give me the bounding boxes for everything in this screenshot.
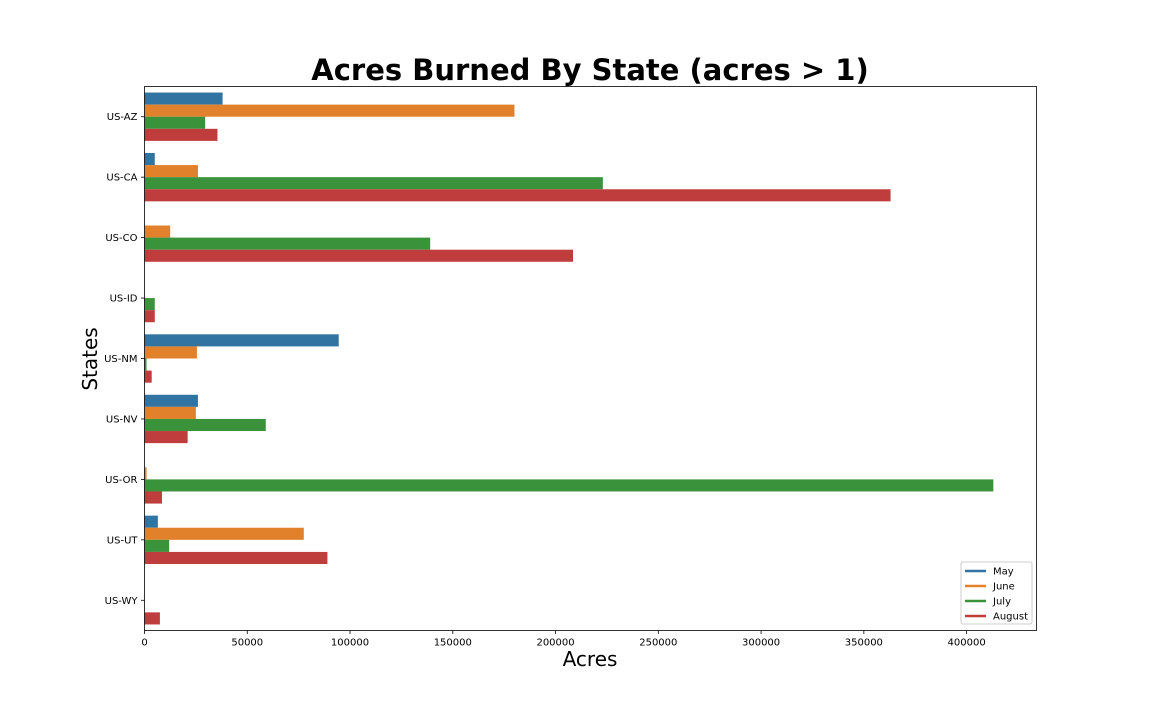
x-tick-label: 350000 [845, 638, 883, 649]
bar-us-nv-may [144, 394, 198, 407]
x-axis-ticks: 0 50000 100000 150000 200000 250000 300000 3500… [141, 630, 986, 649]
x-tick-label: 300000 [742, 638, 780, 649]
bar-us-az-may [144, 92, 223, 105]
bar-us-ca-july [144, 177, 603, 190]
chart-title: Acres Burned By State (acres > 1) [311, 53, 868, 87]
bar-us-nm-june [144, 346, 197, 359]
bar-us-co-june [144, 225, 171, 238]
y-tick-label: US-CA [106, 173, 137, 184]
bar-us-ut-july [144, 539, 170, 552]
bar-us-ut-august [144, 551, 328, 565]
y-tick-label: US-ID [110, 294, 138, 305]
bar-us-nm-july [144, 358, 147, 371]
y-tick-label: US-CO [105, 233, 137, 244]
bar-us-ca-august [144, 189, 891, 202]
y-axis-ticks: US-AZ US-CA US-CO US-ID US-NM US-NV US-OR US-UT… [104, 112, 145, 607]
y-tick-label: US-AZ [107, 112, 138, 123]
x-tick-label: 100000 [331, 638, 369, 649]
y-tick-label: US-OR [105, 475, 137, 486]
y-axis-label: States [78, 327, 102, 390]
y-tick-label: US-WY [105, 596, 139, 607]
bar-us-ut-june [144, 527, 304, 540]
bars-group [144, 92, 994, 625]
plot-frame [144, 86, 1037, 631]
legend: May June July August [960, 561, 1033, 625]
bar-us-az-august [144, 128, 218, 141]
bar-us-or-august [144, 491, 162, 504]
legend-label-june: June [992, 582, 1015, 593]
x-axis-label: Acres [563, 647, 618, 671]
bar-us-az-july [144, 116, 206, 129]
bar-us-id-july [144, 298, 155, 311]
bar-us-wy-august [144, 612, 160, 625]
legend-label-may: May [993, 567, 1014, 578]
y-tick-label: US-NV [106, 414, 138, 425]
bar-us-nv-august [144, 431, 188, 444]
bar-us-id-august [144, 310, 155, 323]
x-tick-label: 200000 [536, 638, 574, 649]
bar-us-nv-july [144, 418, 266, 432]
x-tick-label: 400000 [948, 638, 986, 649]
legend-label-july: July [992, 597, 1011, 608]
bar-us-ut-may [144, 515, 158, 528]
x-tick-label: 50000 [231, 638, 263, 649]
bar-us-nv-june [144, 406, 196, 419]
bar-us-az-june [144, 104, 515, 117]
bar-us-ca-june [144, 165, 198, 178]
bar-us-co-august [144, 249, 574, 262]
y-tick-label: US-UT [107, 535, 139, 546]
bar-us-nm-may [144, 334, 339, 347]
x-tick-label: 250000 [639, 638, 677, 649]
bar-us-nm-august [144, 370, 152, 383]
bar-us-or-july [144, 479, 994, 492]
legend-label-august: August [993, 612, 1028, 623]
bar-us-or-june [144, 467, 147, 480]
legend-frame [960, 561, 1033, 625]
bar-us-co-july [144, 237, 431, 250]
x-tick-label: 150000 [434, 638, 472, 649]
y-tick-label: US-NM [104, 354, 137, 365]
bar-us-ca-may [144, 152, 155, 166]
x-tick-label: 0 [141, 638, 147, 649]
